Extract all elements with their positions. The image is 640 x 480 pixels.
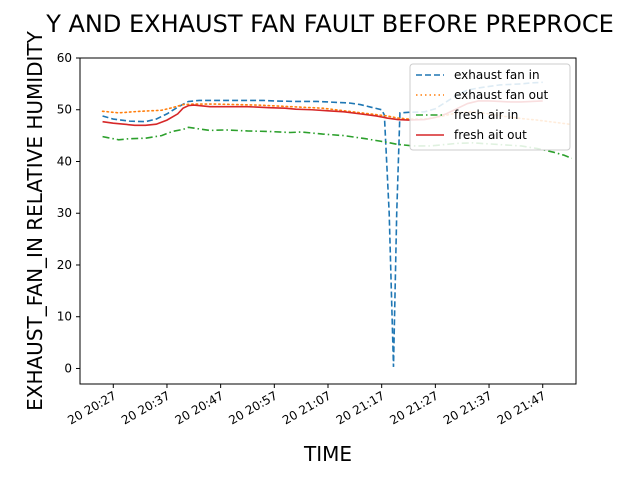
y-tick-label-5: 50: [57, 103, 72, 117]
chart-title: Y AND EXHAUST FAN FAULT BEFORE PREPROCE: [45, 10, 614, 38]
legend-label-3: fresh ait out: [454, 128, 527, 142]
legend-label-1: exhaust fan out: [454, 88, 549, 102]
legend: exhaust fan in exhaust fan out fresh air i…: [409, 63, 571, 151]
y-axis-title: EXHAUST_FAN_IN RELATIVE HUMIDITY: [23, 30, 47, 411]
y-tick-label-1: 10: [57, 310, 72, 324]
y-axis: 0 10 20 30 40 50 60: [57, 51, 80, 375]
legend-box: [409, 63, 571, 151]
x-axis-title: TIME: [303, 442, 352, 466]
y-tick-label-6: 60: [57, 51, 72, 65]
y-tick-label-2: 20: [57, 258, 72, 272]
legend-label-2: fresh air in: [454, 108, 518, 122]
y-tick-label-3: 30: [57, 206, 72, 220]
y-tick-label-4: 40: [57, 154, 72, 168]
series-line-2: [102, 126, 573, 160]
y-tick-label-0: 0: [64, 361, 72, 375]
legend-label-0: exhaust fan in: [454, 68, 540, 82]
